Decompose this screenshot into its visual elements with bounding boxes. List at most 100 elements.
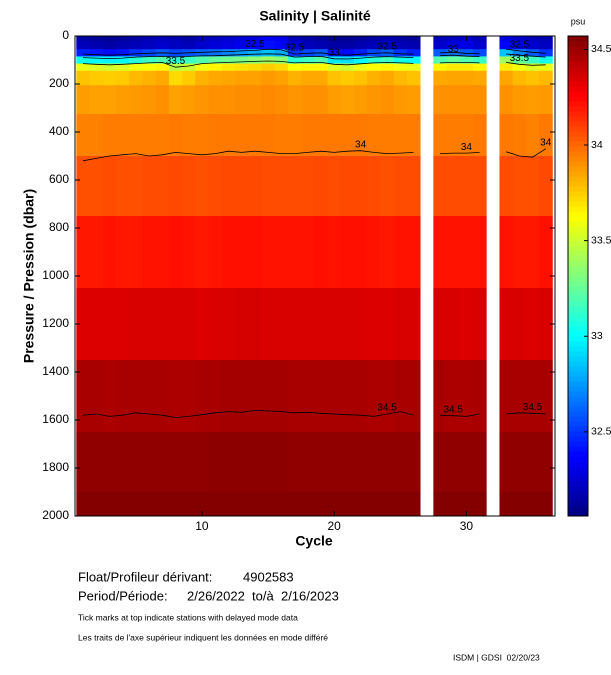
cell (142, 70, 157, 86)
cell (539, 360, 553, 433)
cell (221, 70, 236, 86)
cell (89, 63, 104, 72)
cell (473, 85, 487, 115)
colorbar-swatch (568, 426, 588, 432)
cell (102, 492, 117, 517)
cell (525, 36, 540, 42)
colorbar-swatch (568, 61, 588, 67)
cell (102, 432, 117, 493)
colorbar-swatch (568, 356, 588, 362)
cell (473, 49, 487, 57)
cell (314, 216, 328, 289)
cell (155, 360, 170, 433)
y-axis-label: Pressure / Pression (dbar) (21, 189, 37, 363)
colorbar-swatch (568, 266, 588, 272)
cell (208, 156, 223, 217)
cell (433, 288, 447, 361)
colorbar-swatch (568, 106, 588, 112)
cell (433, 114, 447, 157)
colorbar-swatch (568, 416, 588, 422)
cell (539, 114, 553, 157)
cell (301, 360, 315, 433)
cell (499, 49, 514, 57)
cell (261, 85, 276, 115)
cell (208, 56, 223, 64)
cell (380, 288, 395, 361)
colorbar-swatch (568, 436, 588, 442)
cell (327, 360, 342, 433)
cell (115, 114, 130, 157)
cell (76, 70, 90, 86)
cell (499, 36, 514, 42)
colorbar-swatch (568, 111, 588, 117)
cell (473, 63, 487, 72)
cell (248, 56, 262, 64)
cell (155, 56, 170, 64)
cell (406, 36, 421, 42)
cell (473, 36, 487, 42)
cell (182, 432, 196, 493)
cell (367, 36, 381, 42)
colorbar-swatch (568, 371, 588, 377)
cell (182, 63, 196, 72)
period: 2/26/2022 to/à 2/16/2023 (187, 588, 339, 603)
colorbar-swatch (568, 441, 588, 447)
colorbar-swatch (568, 86, 588, 92)
contour-label: 33 (448, 44, 460, 55)
colorbar-frame (567, 35, 589, 517)
cell (393, 40, 408, 50)
cell (155, 114, 170, 157)
cell (89, 36, 104, 42)
cell (221, 56, 236, 64)
cell (367, 360, 381, 433)
cell (433, 432, 447, 493)
cell (129, 36, 143, 42)
colorbar-swatch (568, 141, 588, 147)
cell (76, 40, 90, 50)
cell (539, 216, 553, 289)
colorbar-swatch (568, 221, 588, 227)
cell (406, 85, 421, 115)
cell (76, 432, 90, 493)
cell (367, 56, 381, 64)
colorbar-swatch (568, 331, 588, 337)
cell (76, 216, 90, 289)
cell (539, 36, 553, 42)
cell (155, 288, 170, 361)
cell (314, 70, 328, 86)
cell (525, 70, 540, 86)
cell (380, 492, 395, 517)
cell (459, 114, 474, 157)
cell (235, 432, 249, 493)
contour-label: 34.5 (523, 402, 543, 413)
cell (89, 216, 104, 289)
cell (287, 156, 302, 217)
cell (129, 63, 143, 72)
cell (340, 492, 355, 517)
cell (459, 63, 474, 72)
cell (115, 40, 130, 50)
cell (142, 360, 157, 433)
cell (261, 492, 276, 517)
cell (208, 70, 223, 86)
colorbar-swatch (568, 81, 588, 87)
cell (221, 360, 236, 433)
cell (499, 70, 514, 86)
cell (301, 288, 315, 361)
colorbar-tick-label: 34.5 (591, 43, 611, 55)
cell (287, 114, 302, 157)
colorbar-swatch (568, 216, 588, 222)
cell (195, 56, 209, 64)
colorbar-swatch (568, 316, 588, 322)
cell (512, 114, 527, 157)
cell (459, 56, 474, 64)
colorbar-swatch (568, 296, 588, 302)
cell (406, 156, 421, 217)
cell (433, 156, 447, 217)
colorbar-swatch (568, 201, 588, 207)
cell (301, 216, 315, 289)
cell (142, 56, 157, 64)
cell (182, 288, 196, 361)
cell (512, 36, 527, 42)
cell (115, 492, 130, 517)
